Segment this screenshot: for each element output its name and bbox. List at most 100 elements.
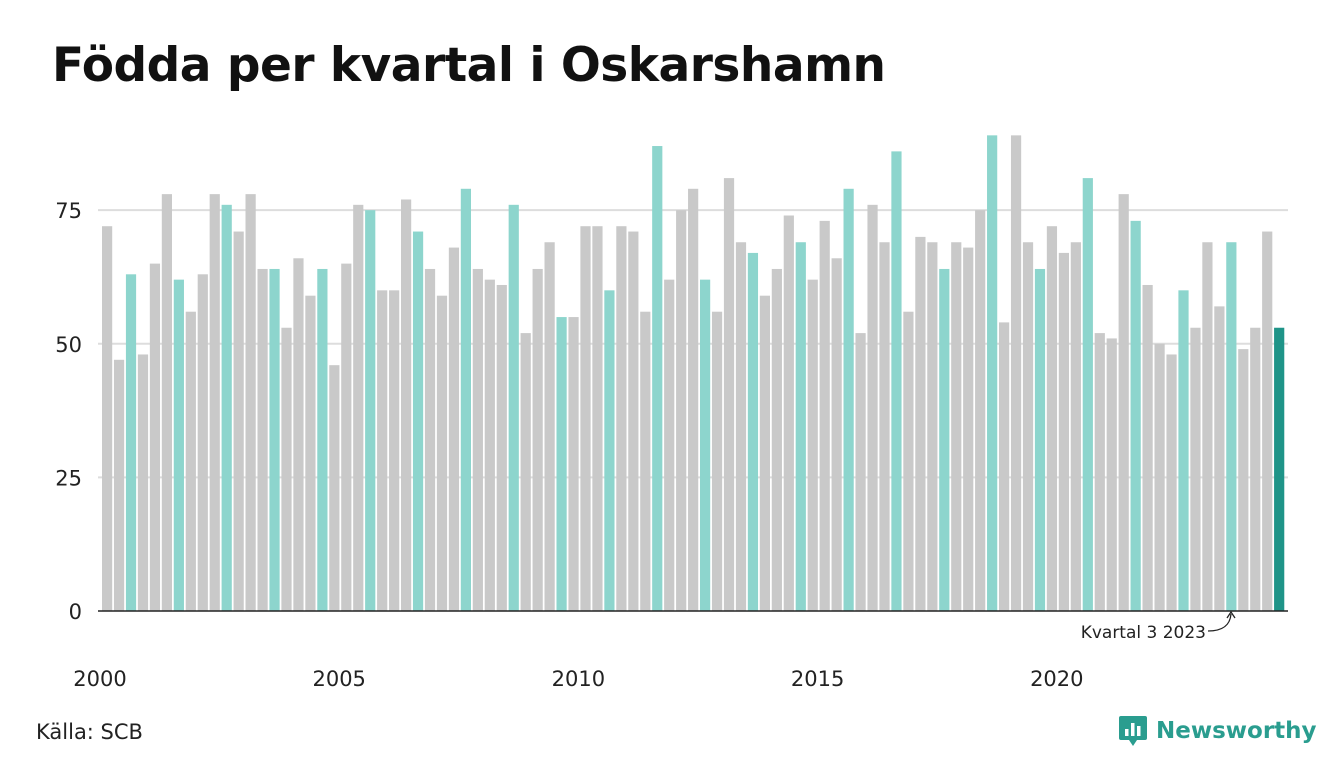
bar [1226, 242, 1237, 612]
bar [556, 317, 567, 611]
y-tick-label: 25 [55, 466, 82, 490]
bar [1166, 354, 1177, 611]
bar [209, 194, 220, 611]
bar [1214, 306, 1225, 611]
bar [496, 284, 507, 611]
bar [389, 290, 400, 611]
bar [317, 268, 328, 611]
x-tick-label: 2020 [1030, 667, 1083, 691]
bar [149, 263, 161, 611]
bar [508, 204, 519, 611]
x-tick-label: 2015 [791, 667, 844, 691]
bar [903, 311, 914, 611]
bar [185, 311, 196, 611]
bar [1010, 135, 1022, 611]
bar [711, 311, 723, 611]
bar [1142, 284, 1153, 611]
bar [855, 333, 866, 611]
bar [1154, 343, 1165, 611]
bar [257, 268, 268, 611]
bar [915, 236, 926, 611]
bar [281, 327, 292, 611]
bar [759, 295, 770, 611]
bar [448, 247, 460, 611]
bar [341, 263, 352, 611]
bar [173, 279, 184, 611]
bar [544, 242, 555, 612]
bar [640, 311, 651, 611]
axes: 0 25 50 75 2000 2005 2010 2015 2020 [55, 199, 1288, 691]
bar [412, 231, 424, 612]
annotation-arrow [1207, 613, 1232, 632]
chart-title: Födda per kvartal i Oskarshamn [52, 38, 886, 93]
bar [891, 151, 902, 611]
bar [460, 188, 471, 612]
bar [269, 268, 280, 611]
bar [305, 295, 316, 611]
bar [436, 295, 448, 611]
bar [592, 226, 603, 611]
bar [1262, 231, 1273, 612]
bar [831, 258, 842, 611]
bar [580, 226, 591, 611]
bar [1034, 268, 1046, 611]
bar [353, 204, 364, 611]
bar [1190, 327, 1201, 611]
bar [568, 317, 579, 611]
bar [616, 226, 627, 611]
bar [999, 322, 1010, 611]
bar [975, 210, 986, 612]
bar [1130, 220, 1141, 612]
bar [293, 258, 304, 611]
bar [723, 178, 735, 611]
bar [1178, 290, 1189, 611]
bar [783, 215, 794, 611]
brand-name: Newsworthy [1156, 718, 1317, 744]
bar [197, 274, 208, 611]
bar [1046, 226, 1058, 611]
bar [987, 135, 998, 611]
bar [628, 231, 639, 612]
bar [688, 188, 699, 612]
bar [963, 247, 974, 611]
bar [472, 268, 483, 611]
bar [1082, 178, 1093, 611]
annotation: Kvartal 3 2023 [1081, 610, 1236, 643]
bar [245, 194, 256, 611]
bar [1118, 194, 1129, 611]
bar [1058, 252, 1069, 612]
bar [401, 199, 412, 612]
bar [747, 252, 759, 612]
bar [807, 279, 818, 611]
bar [125, 274, 137, 611]
annotation-label: Kvartal 3 2023 [1081, 623, 1206, 643]
y-tick-label: 75 [55, 199, 82, 223]
bar [1250, 327, 1261, 611]
bar [102, 226, 113, 611]
x-tick-label: 2000 [73, 667, 126, 691]
bar [233, 231, 244, 612]
bar [795, 242, 806, 612]
bar [484, 279, 495, 611]
bar [377, 290, 388, 611]
bar [424, 268, 436, 611]
bar [137, 354, 149, 611]
bar [1106, 338, 1117, 611]
bar [221, 204, 232, 611]
x-tick-label: 2010 [552, 667, 605, 691]
bar [604, 290, 615, 611]
brand-logo: Newsworthy [1118, 714, 1317, 748]
bar [329, 365, 340, 611]
bar [1274, 327, 1285, 611]
y-tick-label: 0 [69, 600, 82, 624]
bar [951, 242, 962, 612]
bar [927, 242, 938, 612]
bar [843, 188, 854, 612]
x-tick-label: 2005 [312, 667, 365, 691]
bar [771, 268, 782, 611]
annotation-arrowhead [1226, 610, 1236, 619]
bar [1070, 242, 1081, 612]
bar [676, 210, 687, 612]
source-note: Källa: SCB [36, 720, 143, 744]
